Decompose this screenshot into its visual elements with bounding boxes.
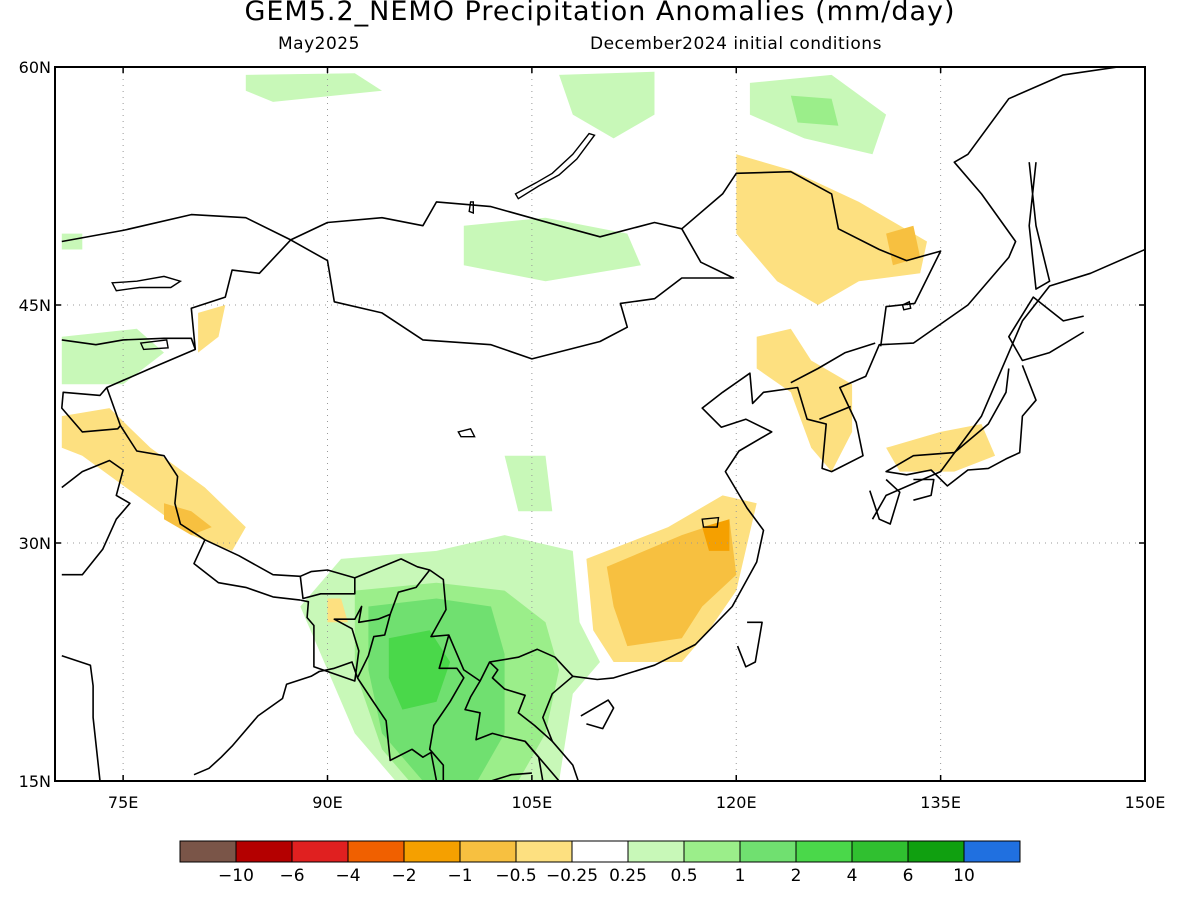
lake-outline bbox=[701, 516, 720, 528]
colorbar-swatch bbox=[627, 840, 685, 863]
axis-ticks: 75E 90E 105E 120E 135E 150E 60N 45N 30N 15N bbox=[19, 58, 1166, 812]
colorbar-label: −2 bbox=[391, 866, 416, 886]
colorbar-label: −10 bbox=[218, 866, 254, 886]
colorbar-swatch bbox=[907, 840, 965, 863]
colorbar-swatch bbox=[179, 840, 237, 863]
map-plot-area bbox=[55, 67, 1145, 781]
country-border bbox=[299, 576, 356, 600]
country-border bbox=[524, 740, 560, 781]
coastline bbox=[580, 699, 615, 730]
anomaly-region bbox=[61, 408, 246, 551]
lat-tick-label: 30N bbox=[19, 534, 51, 553]
colorbar-swatch bbox=[963, 840, 1021, 863]
lon-tick-label: 75E bbox=[108, 793, 138, 812]
lon-tick-label: 150E bbox=[1125, 793, 1166, 812]
colorbar-swatch bbox=[683, 840, 741, 863]
anomaly-region bbox=[388, 630, 451, 710]
lat-tick-label: 45N bbox=[19, 296, 51, 315]
colorbar-label: 10 bbox=[953, 866, 975, 886]
colorbar-label: −4 bbox=[335, 866, 360, 886]
lake-outline bbox=[457, 427, 476, 438]
colorbar-swatch bbox=[347, 840, 405, 863]
lon-tick-label: 120E bbox=[716, 793, 757, 812]
country-border bbox=[106, 239, 574, 682]
anomaly-region bbox=[463, 217, 641, 282]
anomaly-region bbox=[164, 503, 212, 536]
country-border bbox=[428, 634, 465, 781]
graticule bbox=[55, 67, 1145, 781]
lat-tick-label: 60N bbox=[19, 58, 51, 77]
colorbar-swatch bbox=[235, 840, 293, 863]
country-border bbox=[490, 772, 532, 781]
coastlines-and-borders bbox=[60, 67, 1145, 781]
country-border bbox=[790, 342, 876, 384]
colorbar-swatch bbox=[851, 840, 909, 863]
colorbar-label: −6 bbox=[279, 866, 304, 886]
coastline bbox=[61, 654, 101, 781]
colorbar-label: 0.25 bbox=[609, 866, 647, 886]
colorbar-swatch bbox=[571, 840, 629, 863]
map-title: GEM5.2_NEMO Precipitation Anomalies (mm/… bbox=[244, 0, 956, 27]
colorbar-label: −0.5 bbox=[495, 866, 536, 886]
initial-conditions: December2024 initial conditions bbox=[590, 34, 882, 54]
anomaly-region bbox=[245, 73, 382, 102]
colorbar-label: −1 bbox=[447, 866, 472, 886]
map-frame bbox=[54, 66, 1146, 782]
country-border bbox=[489, 661, 553, 742]
coastline bbox=[1028, 162, 1051, 290]
coastline bbox=[885, 365, 1037, 487]
country-border bbox=[356, 614, 391, 679]
colorbar-label: 4 bbox=[847, 866, 858, 886]
lake-outline bbox=[139, 339, 169, 351]
lon-tick-label: 105E bbox=[512, 793, 553, 812]
coastline bbox=[193, 661, 438, 781]
colorbar-label: −0.25 bbox=[546, 866, 598, 886]
lake-outline bbox=[111, 275, 183, 292]
coastline bbox=[871, 248, 1145, 520]
lake-outline bbox=[468, 201, 474, 215]
anomaly-shading bbox=[61, 71, 996, 781]
lat-tick-label: 15N bbox=[19, 772, 51, 791]
colorbar-swatch bbox=[795, 840, 853, 863]
coastline bbox=[541, 67, 1118, 781]
forecast-month: May2025 bbox=[278, 34, 360, 54]
anomaly-region bbox=[198, 305, 226, 353]
anomaly-region bbox=[606, 519, 737, 647]
colorbar-swatch bbox=[515, 840, 573, 863]
lon-tick-label: 135E bbox=[920, 793, 961, 812]
colorbar-swatch bbox=[291, 840, 349, 863]
country-border bbox=[819, 405, 852, 420]
country-border bbox=[290, 228, 735, 360]
lon-tick-label: 90E bbox=[312, 793, 342, 812]
anomaly-region bbox=[61, 328, 164, 385]
country-border bbox=[61, 337, 197, 350]
coastline bbox=[869, 478, 901, 525]
coastline bbox=[736, 621, 763, 668]
country-border bbox=[193, 539, 301, 601]
colorbar-label: 2 bbox=[791, 866, 802, 886]
anomaly-region bbox=[756, 328, 853, 472]
colorbar-swatch bbox=[459, 840, 517, 863]
country-border bbox=[61, 459, 131, 576]
anomaly-region bbox=[736, 154, 927, 305]
anomaly-region bbox=[559, 71, 655, 139]
colorbar-swatch bbox=[739, 840, 797, 863]
coastline bbox=[913, 478, 935, 501]
anomaly-region bbox=[504, 455, 553, 512]
lake-outline bbox=[514, 132, 596, 200]
colorbar-label: 0.5 bbox=[670, 866, 697, 886]
lake-outline bbox=[901, 300, 912, 311]
colorbar-label: 1 bbox=[735, 866, 746, 886]
country-border bbox=[60, 386, 122, 433]
colorbar-legend: −10 −6 −4 −2 −1 −0.5 −0.25 0.25 0.5 1 2 4 6 10 bbox=[179, 840, 1021, 886]
country-border bbox=[300, 569, 431, 682]
anomaly-region bbox=[790, 95, 839, 126]
anomaly-region bbox=[61, 233, 83, 250]
colorbar-swatch bbox=[403, 840, 461, 863]
colorbar-label: 6 bbox=[903, 866, 914, 886]
coastline bbox=[1007, 296, 1085, 362]
anomaly-region bbox=[327, 598, 348, 623]
